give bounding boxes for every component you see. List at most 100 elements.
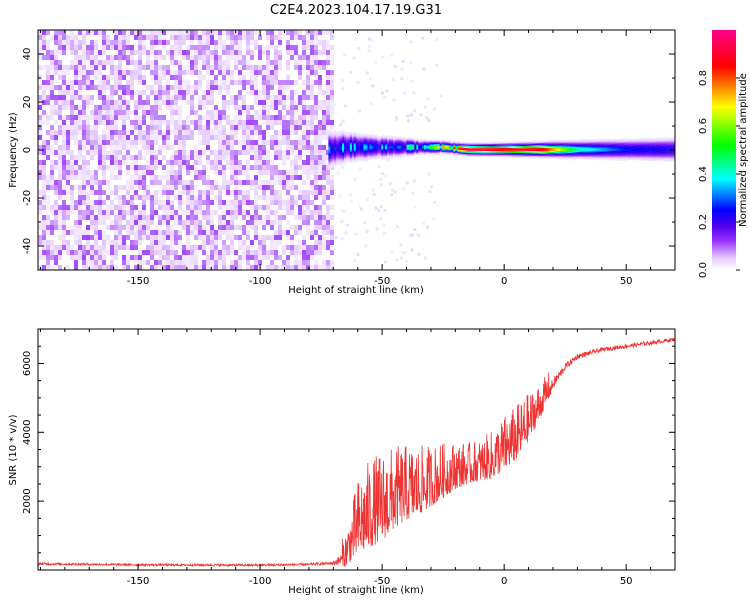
heatmap-cell	[54, 55, 58, 60]
heatmap-cell	[198, 95, 202, 100]
heatmap-cell	[383, 148, 386, 151]
heatmap-cell	[186, 160, 190, 165]
heatmap-cell	[433, 147, 437, 149]
heatmap-cell	[380, 91, 384, 95]
heatmap-cell	[250, 120, 254, 125]
heatmap-cell	[278, 200, 282, 205]
heatmap-cell	[274, 145, 278, 150]
heatmap-cell	[510, 145, 513, 147]
heatmap-cell	[330, 143, 333, 145]
heatmap-cell	[262, 250, 266, 255]
heatmap-cell	[42, 45, 46, 50]
heatmap-cell	[266, 70, 270, 75]
heatmap-cell	[314, 135, 318, 140]
heatmap-cell	[282, 245, 286, 250]
heatmap-cell	[513, 144, 517, 146]
heatmap-cell	[98, 95, 102, 100]
heatmap-cell	[431, 147, 435, 150]
heatmap-cell	[355, 135, 358, 137]
heatmap-cell	[166, 100, 170, 105]
heatmap-cell	[523, 141, 526, 143]
heatmap-cell	[230, 70, 234, 75]
heatmap-cell	[551, 156, 554, 158]
heatmap-cell	[318, 220, 322, 225]
heatmap-cell	[250, 250, 254, 255]
heatmap-cell	[441, 143, 444, 145]
heatmap-cell	[478, 148, 481, 150]
heatmap-cell	[254, 160, 258, 165]
heatmap-cell	[443, 144, 446, 146]
heatmap-cell	[166, 225, 170, 230]
heatmap-cell	[126, 200, 130, 205]
heatmap-cell	[517, 151, 520, 154]
heatmap-cell	[482, 147, 485, 149]
heatmap-cell	[353, 131, 356, 134]
heatmap-cell	[426, 147, 429, 149]
heatmap-cell	[467, 152, 470, 155]
heatmap-cell	[558, 143, 561, 146]
heatmap-cell	[174, 155, 178, 160]
heatmap-cell	[334, 148, 337, 150]
heatmap-cell	[246, 45, 250, 50]
heatmap-cell	[162, 205, 166, 210]
heatmap-cell	[465, 144, 468, 146]
heatmap-cell	[390, 157, 394, 160]
heatmap-cell	[98, 255, 102, 260]
heatmap-cell	[513, 151, 517, 153]
heatmap-cell	[342, 138, 345, 140]
heatmap-cell	[218, 155, 222, 160]
heatmap-cell	[154, 120, 158, 125]
heatmap-cell	[404, 137, 407, 140]
heatmap-cell	[166, 200, 170, 205]
heatmap-cell	[359, 156, 362, 158]
heatmap-cell	[106, 225, 110, 230]
heatmap-cell	[106, 125, 110, 130]
heatmap-cell	[410, 80, 414, 83]
heatmap-cell	[234, 130, 238, 135]
heatmap-cell	[86, 225, 90, 230]
heatmap-cell	[408, 155, 411, 157]
heatmap-cell	[138, 115, 142, 120]
heatmap-cell	[246, 145, 250, 150]
heatmap-cell	[535, 142, 538, 144]
heatmap-cell	[130, 245, 134, 250]
heatmap-cell	[106, 110, 110, 115]
heatmap-cell	[158, 90, 162, 95]
heatmap-cell	[527, 142, 530, 144]
heatmap-cell	[539, 152, 542, 154]
heatmap-cell	[547, 149, 550, 151]
heatmap-cell	[430, 151, 433, 153]
heatmap-cell	[402, 150, 405, 152]
heatmap-cell	[230, 165, 234, 170]
heatmap-cell	[385, 147, 388, 149]
heatmap-cell	[568, 149, 571, 151]
heatmap-cell	[553, 150, 556, 152]
heatmap-cell	[314, 125, 318, 130]
heatmap-cell	[334, 138, 337, 140]
heatmap-cell	[416, 144, 419, 146]
heatmap-cell	[94, 225, 98, 230]
heatmap-cell	[314, 65, 318, 70]
heatmap-cell	[242, 100, 246, 105]
heatmap-cell	[58, 250, 62, 255]
heatmap-cell	[86, 45, 90, 50]
heatmap-cell	[357, 140, 360, 143]
heatmap-cell	[330, 157, 333, 160]
heatmap-cell	[130, 155, 134, 160]
heatmap-cell	[118, 105, 122, 110]
heatmap-cell	[521, 156, 524, 158]
heatmap-cell	[46, 50, 50, 55]
heatmap-cell	[214, 210, 218, 215]
heatmap-cell	[246, 160, 250, 165]
heatmap-cell	[262, 100, 266, 105]
heatmap-cell	[359, 158, 362, 160]
heatmap-cell	[150, 215, 154, 220]
heatmap-cell	[566, 156, 569, 158]
heatmap-cell	[242, 65, 246, 70]
heatmap-cell	[582, 140, 585, 142]
heatmap-cell	[138, 60, 142, 65]
heatmap-cell	[250, 200, 254, 205]
heatmap-cell	[332, 138, 335, 140]
heatmap-cell	[326, 70, 330, 75]
heatmap-cell	[342, 153, 345, 155]
